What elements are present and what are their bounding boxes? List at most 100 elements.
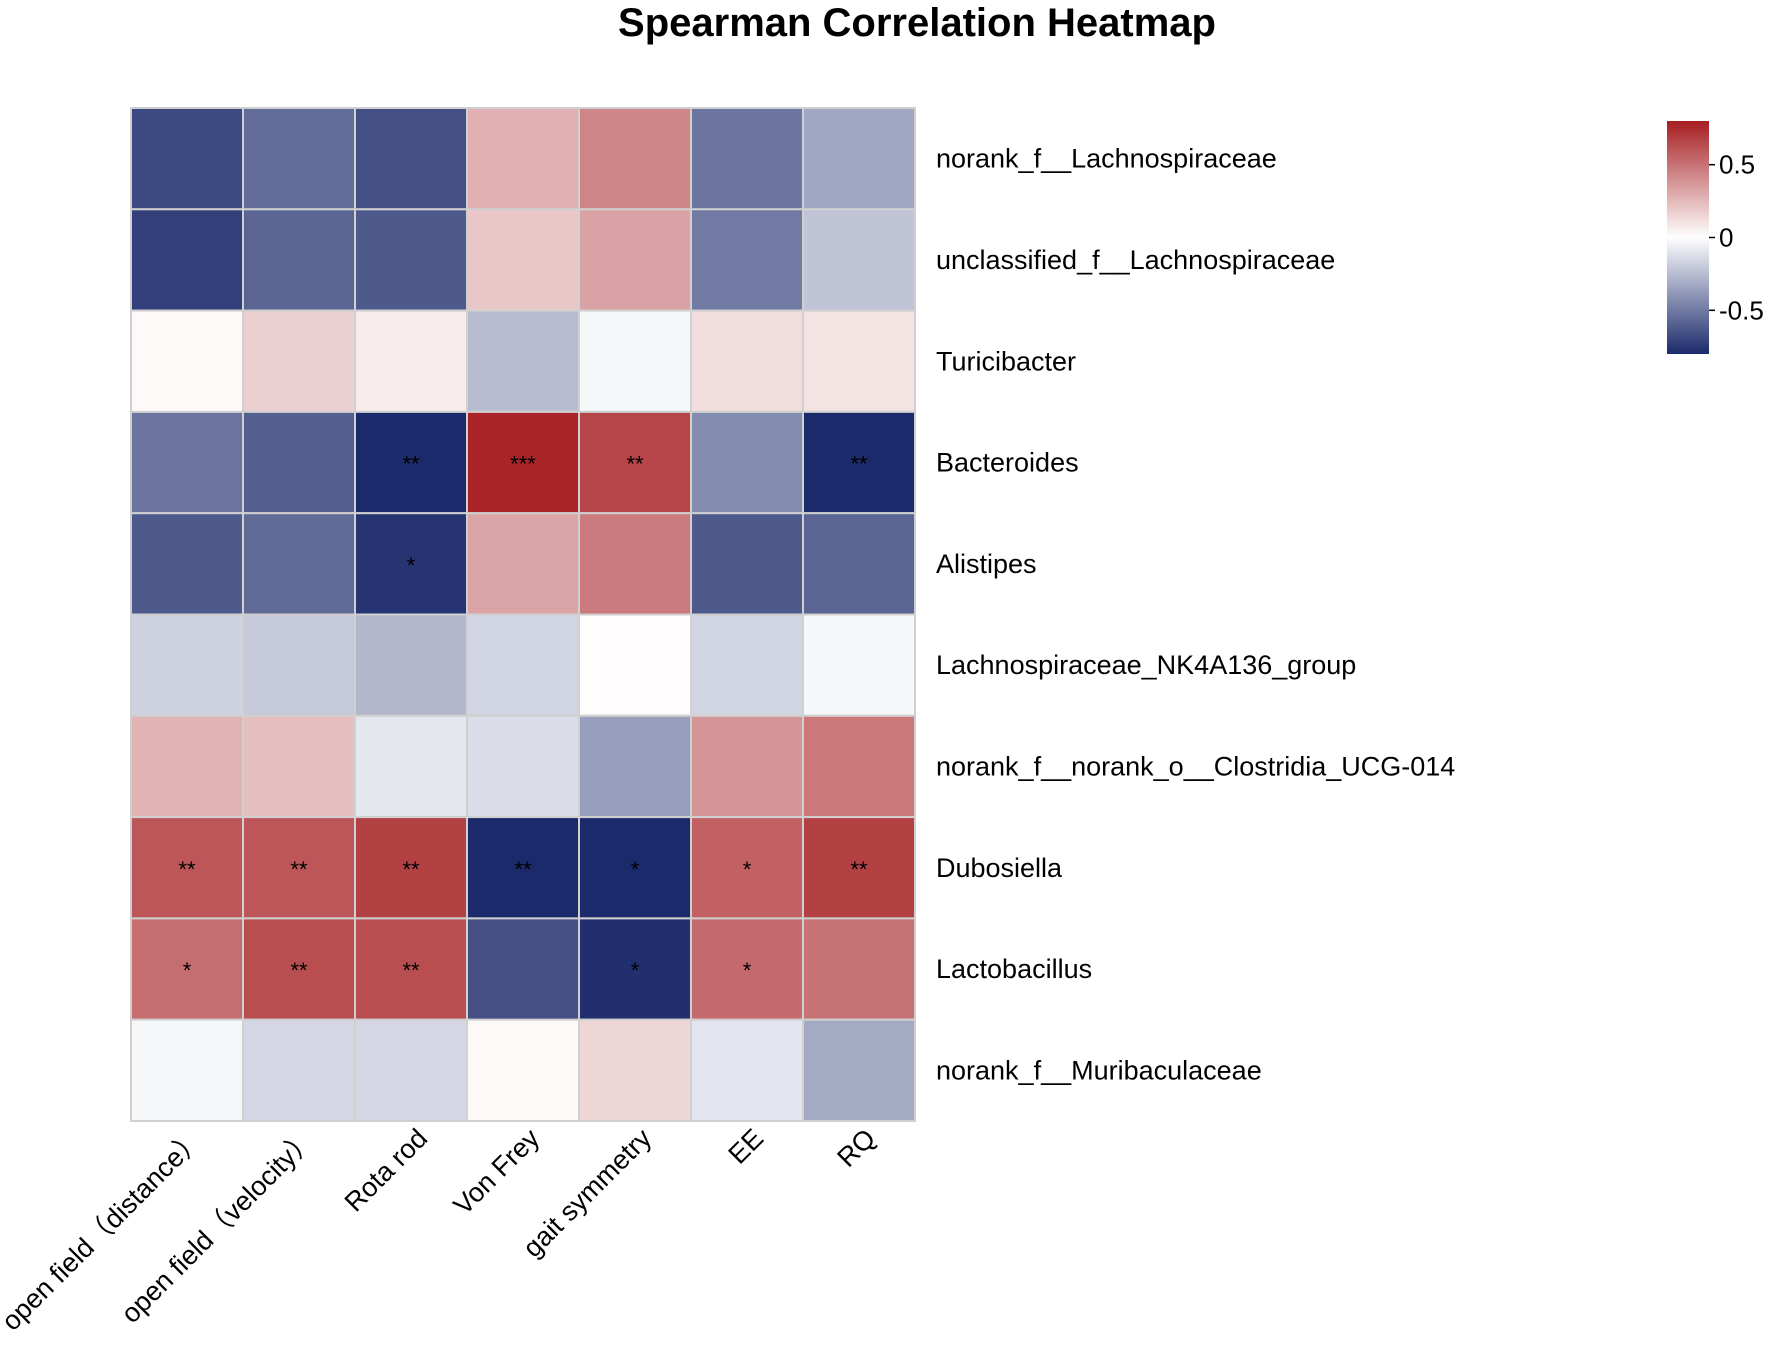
row-label: norank_f__Lachnospiraceae — [936, 144, 1277, 174]
heatmap-cell — [130, 714, 244, 819]
significance-marker: * — [631, 958, 640, 983]
heatmap-cell — [690, 714, 804, 819]
heatmap-cell — [466, 512, 580, 616]
heatmap-cell — [354, 208, 468, 312]
heatmap-cell — [242, 107, 356, 211]
heatmap-cell — [130, 1018, 244, 1123]
row-label: Bacteroides — [936, 448, 1079, 478]
significance-marker: ** — [178, 857, 196, 882]
significance-marker: ** — [514, 857, 532, 882]
significance-marker: * — [407, 553, 416, 578]
heatmap-cell — [690, 917, 804, 1021]
heatmap-cell — [802, 1018, 916, 1123]
significance-marker: ** — [290, 857, 308, 882]
significance-marker: ** — [402, 958, 420, 983]
heatmap-cell — [242, 512, 356, 616]
heatmap-cell — [354, 410, 468, 515]
heatmap-cell — [466, 1018, 580, 1123]
column-label: Von Frey — [448, 1123, 546, 1221]
heatmap-cell — [578, 107, 692, 211]
heatmap-cell — [130, 410, 244, 515]
heatmap-cell — [802, 816, 916, 920]
row-labels: norank_f__Lachnospiraceae unclassified_f_… — [936, 144, 1455, 1086]
heatmap-cell — [578, 917, 692, 1021]
heatmap-cell — [242, 917, 356, 1021]
heatmap-cell — [354, 1018, 468, 1123]
heatmap-cell — [466, 208, 580, 312]
heatmap-cell — [690, 107, 804, 211]
heatmap-cell — [130, 208, 244, 312]
heatmap-cell — [242, 309, 356, 413]
significance-marker: ** — [402, 857, 420, 882]
row-label: Turicibacter — [936, 346, 1076, 376]
heatmap-cell — [354, 816, 468, 920]
significance-marker: * — [183, 958, 192, 983]
heatmap-cell — [354, 613, 468, 717]
significance-marker: ** — [850, 857, 868, 882]
row-label: unclassified_f__Lachnospiraceae — [936, 245, 1335, 275]
heatmap-cell — [690, 1018, 804, 1123]
heatmap-cell — [242, 1018, 356, 1123]
heatmap-cell — [690, 613, 804, 717]
heatmap-cell — [242, 410, 356, 515]
heatmap-cell — [578, 309, 692, 413]
colorbar-tick-label: -0.5 — [1719, 295, 1764, 325]
heatmap-cell — [690, 309, 804, 413]
colorbar-gradient — [1667, 121, 1709, 354]
heatmap-cell — [130, 309, 244, 413]
heatmap-cell — [578, 816, 692, 920]
significance-marker: * — [743, 857, 752, 882]
heatmap-cell — [466, 410, 580, 515]
heatmap-cell — [802, 512, 916, 616]
significance-markers: ** *** ** ***** ** ** ** * * *** ** ** * * — [178, 452, 868, 984]
heatmap-cell — [690, 512, 804, 616]
color-legend: 0.5 0 -0.5 — [1667, 121, 1764, 354]
column-labels: open field（distance）open field（velocity）… — [0, 1123, 881, 1337]
heatmap-cell — [802, 613, 916, 717]
colorbar-tick-label: 0 — [1719, 223, 1733, 253]
significance-marker: * — [631, 857, 640, 882]
heatmap-cell — [130, 613, 244, 717]
chart-title: Spearman Correlation Heatmap — [618, 1, 1216, 45]
row-label: norank_f__Muribaculaceae — [936, 1055, 1262, 1085]
heatmap-cell — [578, 714, 692, 819]
significance-marker: ** — [290, 958, 308, 983]
row-label: norank_f__norank_o__Clostridia_UCG-014 — [936, 751, 1455, 781]
significance-marker: *** — [510, 452, 536, 477]
heatmap-cell — [802, 107, 916, 211]
significance-marker: ** — [626, 452, 644, 477]
column-label: Rota rod — [339, 1123, 433, 1217]
heatmap-cell — [802, 309, 916, 413]
heatmap-frame — [130, 107, 916, 1122]
heatmap-cells — [130, 107, 916, 1123]
row-label: Lachnospiraceae_NK4A136_group — [936, 650, 1356, 680]
heatmap-cell — [690, 410, 804, 515]
colorbar-tick-label: 0.5 — [1719, 150, 1755, 180]
row-label: Dubosiella — [936, 853, 1063, 883]
significance-marker: ** — [402, 452, 420, 477]
heatmap-cell — [242, 714, 356, 819]
heatmap-cell — [466, 613, 580, 717]
column-label: RQ — [831, 1123, 881, 1173]
heatmap-cell — [130, 512, 244, 616]
significance-marker: ** — [850, 452, 868, 477]
column-label: open field（velocity） — [115, 1123, 321, 1329]
heatmap-cell — [802, 917, 916, 1021]
heatmap-cell — [466, 714, 580, 819]
heatmap-cell — [466, 107, 580, 211]
row-label: Lactobacillus — [936, 954, 1092, 984]
column-label: open field（distance） — [0, 1123, 209, 1336]
row-label: Alistipes — [936, 549, 1037, 579]
heatmap-cell — [242, 208, 356, 312]
heatmap-cell — [578, 1018, 692, 1123]
heatmap-cell — [354, 309, 468, 413]
heatmap-cell — [466, 309, 580, 413]
heatmap-cell — [466, 917, 580, 1021]
heatmap-cell — [354, 714, 468, 819]
column-label: EE — [723, 1123, 770, 1170]
heatmap-cell — [130, 107, 244, 211]
significance-marker: * — [743, 958, 752, 983]
heatmap-cell — [690, 208, 804, 312]
heatmap-cell — [578, 410, 692, 515]
